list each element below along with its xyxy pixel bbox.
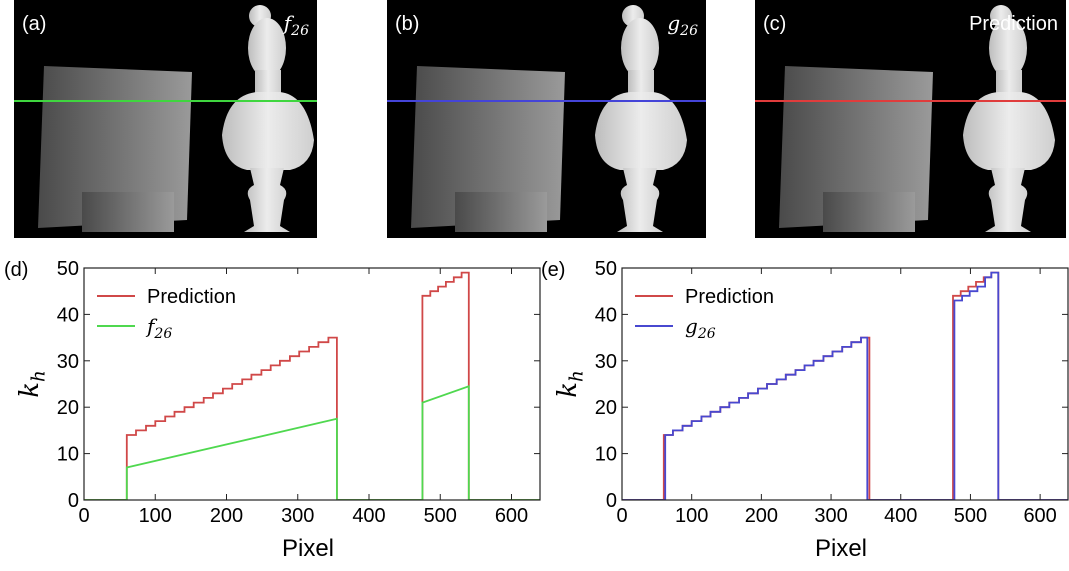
bust-shoulders <box>222 92 314 170</box>
image-caption: g26 <box>667 11 698 39</box>
bust-pedestal <box>985 168 1031 232</box>
y-tick-label: 0 <box>68 490 79 512</box>
x-tick-label: 500 <box>424 505 457 527</box>
y-axis-label-sub: h <box>29 370 50 382</box>
image-panel: (c) Prediction <box>755 0 1066 238</box>
x-tick-label: 600 <box>495 505 528 527</box>
x-tick-label: 100 <box>139 505 172 527</box>
legend-label: f26 <box>145 314 172 342</box>
y-tick-label: 40 <box>595 304 617 326</box>
bust <box>595 5 687 232</box>
image-caption-sub: 26 <box>679 23 698 39</box>
y-tick-label: 50 <box>57 258 79 280</box>
small-box <box>455 192 547 232</box>
data-line <box>84 271 540 500</box>
image-caption-sub: 26 <box>290 23 309 39</box>
image-caption: Prediction <box>969 13 1058 35</box>
y-tick-label: 0 <box>606 490 617 512</box>
y-tick-label: 20 <box>57 397 79 419</box>
plot-frame <box>83 267 541 501</box>
data-line <box>622 271 1068 500</box>
x-tick-label: 200 <box>745 505 778 527</box>
x-tick-label: 200 <box>210 505 243 527</box>
x-tick-label: 600 <box>1023 505 1056 527</box>
bust-head <box>989 18 1027 78</box>
plot-frame <box>621 267 1069 501</box>
legend-label: Prediction <box>147 286 236 308</box>
y-tick-label: 10 <box>595 444 617 466</box>
bust-head <box>248 18 286 78</box>
legend-label: Prediction <box>685 286 774 308</box>
y-axis-label-base: k <box>553 382 583 398</box>
x-axis-label: Pixel <box>282 535 334 562</box>
chart: Prediction g26 0 100 200 300 400 500 600 0 10 20 30 4… <box>541 258 1069 562</box>
y-tick-label: 30 <box>595 351 617 373</box>
x-tick-label: 500 <box>954 505 987 527</box>
bust-pedestal <box>244 168 290 232</box>
board <box>38 66 192 228</box>
legend-label-base: g <box>685 314 698 338</box>
x-tick-label: 100 <box>675 505 708 527</box>
bust-head <box>621 18 659 78</box>
x-tick-label: 0 <box>78 505 89 527</box>
data-line <box>84 385 540 500</box>
legend-label: g26 <box>685 314 716 342</box>
bust <box>963 5 1055 232</box>
panel-label: (c) <box>763 13 786 35</box>
y-axis-label-base: k <box>15 382 45 398</box>
image-panel: (b) g26 <box>387 0 706 238</box>
y-tick-label: 30 <box>57 351 79 373</box>
y-axis-label: kh <box>553 370 588 397</box>
x-axis-label: Pixel <box>815 535 867 562</box>
y-tick-label: 10 <box>57 444 79 466</box>
board <box>779 66 933 228</box>
panel-label: (b) <box>395 13 419 35</box>
y-tick-label: 50 <box>595 258 617 280</box>
x-tick-label: 300 <box>281 505 314 527</box>
x-tick-label: 0 <box>616 505 627 527</box>
bust <box>222 5 314 232</box>
panel-label: (d) <box>4 259 28 281</box>
panel-label: (e) <box>541 259 565 281</box>
small-box <box>82 192 174 232</box>
x-tick-label: 300 <box>814 505 847 527</box>
small-box <box>823 192 915 232</box>
y-tick-label: 40 <box>57 304 79 326</box>
legend-label-sub: 26 <box>697 326 716 342</box>
legend-label-sub: 26 <box>153 326 172 342</box>
y-axis-label-sub: h <box>567 370 588 382</box>
bust-shoulders <box>595 92 687 170</box>
board <box>411 66 565 228</box>
panel-label: (a) <box>22 13 46 35</box>
chart: Prediction f26 0 100 200 300 400 500 600 0 10 20 30 4… <box>4 258 541 562</box>
y-axis-label: kh <box>15 370 50 397</box>
image-panel: (a) f26 <box>14 0 317 238</box>
y-tick-label: 20 <box>595 397 617 419</box>
bust-pedestal <box>617 168 663 232</box>
bust-shoulders <box>963 92 1055 170</box>
x-tick-label: 400 <box>352 505 385 527</box>
x-tick-label: 400 <box>884 505 917 527</box>
image-caption-base: g <box>667 11 680 35</box>
